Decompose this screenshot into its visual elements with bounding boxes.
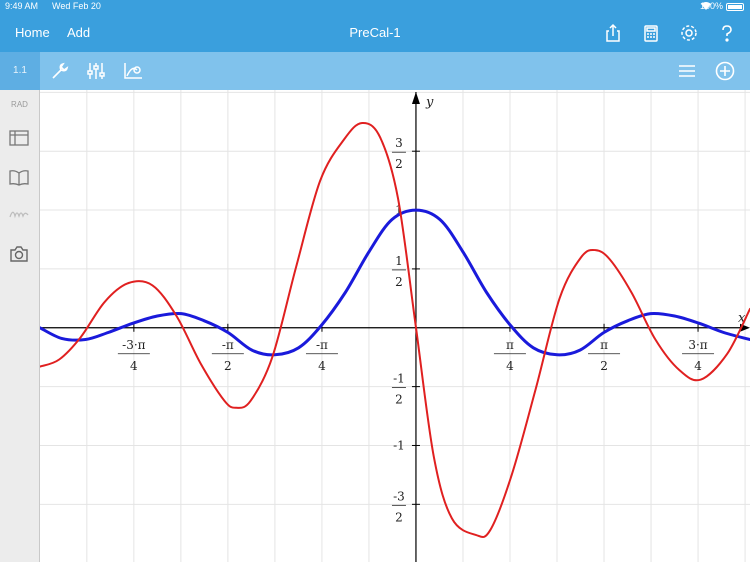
x-tick-label-numerator: -3·π	[122, 338, 146, 352]
page-tab[interactable]: 1.1	[0, 52, 40, 90]
x-tick-label-denominator: 4	[130, 359, 138, 373]
add-icon[interactable]	[715, 61, 735, 81]
calculator-icon[interactable]	[641, 23, 661, 43]
camera-icon[interactable]	[9, 244, 29, 264]
help-icon[interactable]	[717, 23, 737, 43]
x-tick-label-numerator: -π	[222, 338, 234, 352]
y-tick-label-numerator: -1	[393, 372, 405, 386]
x-tick-label-numerator: -π	[316, 338, 328, 352]
y-tick-label-numerator: 1	[395, 254, 403, 268]
gear-icon[interactable]	[679, 23, 699, 43]
book-icon[interactable]	[9, 168, 29, 188]
battery-icon	[726, 3, 744, 11]
x-tick-label-denominator: 4	[506, 359, 514, 373]
sliders-icon[interactable]	[86, 61, 106, 81]
y-tick-label-denominator: 2	[395, 510, 403, 524]
series-line-red[interactable]	[39, 121, 750, 539]
wrench-icon[interactable]	[50, 61, 70, 81]
navigation-bar: Home Add PreCal-1	[0, 14, 750, 52]
y-tick-label: 1	[395, 203, 403, 217]
graph-area[interactable]: x y -3·π 4 -π 2 -π 4 π 4 π 2 3·π 4 3 2 1 1 2 -1 2 -1 -3 2	[38, 90, 750, 562]
series-line-blue[interactable]	[38, 208, 750, 357]
toolbar: 1.1	[0, 52, 750, 90]
x-tick-label-numerator: π	[600, 338, 608, 352]
graph-entry-icon[interactable]	[122, 61, 142, 81]
x-tick-label-numerator: 3·π	[688, 338, 707, 352]
battery-percent: 100%	[699, 1, 723, 11]
wifi-icon	[700, 1, 712, 13]
status-bar: 9:49 AM Wed Feb 20 100%	[0, 0, 750, 14]
function-plot[interactable]: x y -3·π 4 -π 2 -π 4 π 4 π 2 3·π 4 3 2 1 1 2 -1 2 -1 -3 2	[38, 90, 750, 562]
y-tick-label-numerator: 3	[395, 136, 403, 150]
menu-icon[interactable]	[677, 61, 697, 81]
status-time: 9:49 AM	[5, 1, 39, 11]
layout-icon[interactable]	[9, 128, 29, 148]
x-tick-label-numerator: π	[506, 338, 514, 352]
signature-icon	[9, 204, 29, 224]
share-icon[interactable]	[603, 23, 623, 43]
x-tick-label-denominator: 2	[224, 359, 232, 373]
x-tick-label-denominator: 4	[318, 359, 326, 373]
status-date: Wed Feb 20	[52, 1, 101, 11]
x-tick-label-denominator: 2	[600, 359, 608, 373]
x-axis-label: x	[738, 311, 746, 326]
y-tick-label-denominator: 2	[395, 275, 403, 289]
document-title: PreCal-1	[349, 25, 401, 40]
y-tick-label: -1	[393, 438, 405, 452]
y-axis-arrow	[411, 92, 420, 104]
angle-mode[interactable]: RAD	[11, 100, 28, 109]
x-tick-label-denominator: 4	[694, 359, 702, 373]
y-tick-label-denominator: 2	[395, 393, 403, 407]
sidebar: RAD	[0, 90, 40, 562]
y-axis-label: y	[425, 95, 434, 110]
y-tick-label-denominator: 2	[395, 157, 403, 171]
add-button[interactable]: Add	[67, 25, 91, 40]
home-button[interactable]: Home	[15, 25, 50, 40]
y-tick-label-numerator: -3	[393, 489, 405, 503]
